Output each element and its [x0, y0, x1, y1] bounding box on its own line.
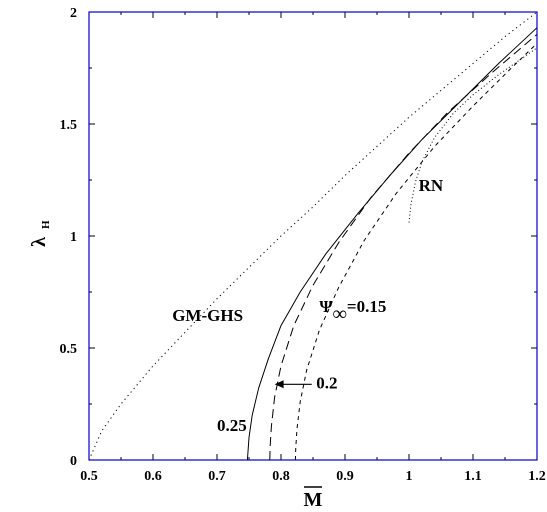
x-tick-label: 0.6	[144, 469, 162, 484]
y-tick-label: 0	[70, 454, 77, 469]
annotation-rn: RN	[419, 176, 444, 195]
annotation-gmghs: GM-GHS	[172, 306, 243, 325]
series-line-0-2	[269, 34, 538, 461]
annot-layer: GM-GHS RN Ψ∞=0.15 0.2 0.25	[172, 176, 444, 435]
series-line-rn	[408, 47, 538, 223]
annotation-a02: 0.2	[316, 373, 337, 392]
y-tick-label: 0.5	[60, 342, 78, 357]
x-tick-label: 0.7	[208, 469, 226, 484]
series-line-gm-ghs	[88, 11, 538, 461]
y-axis-label: λH	[28, 220, 52, 247]
annotation-psi: Ψ∞=0.15	[319, 297, 386, 325]
series-line-0-25	[246, 27, 538, 461]
x-tick-label: 1	[406, 469, 413, 484]
annotation-psi: Ψ	[319, 297, 333, 316]
y-tick-label: 1	[70, 230, 77, 245]
y-tick-label: 1.5	[60, 118, 78, 133]
x-axis-label: M	[304, 489, 323, 511]
y-axis-label-subscript: H	[40, 220, 52, 229]
plot-frame	[88, 11, 538, 461]
x-tick-label: 1.1	[464, 469, 482, 484]
annotation-value: =0.15	[347, 297, 386, 316]
x-tick-label: 0.5	[80, 469, 98, 484]
y-tick-label: 2	[70, 6, 77, 21]
y-axis-label-main: λ	[28, 237, 50, 247]
arrow-head	[274, 380, 284, 389]
series-line-0-15	[294, 42, 538, 461]
x-tick-label: 1.2	[528, 469, 546, 484]
ticks-layer	[88, 11, 538, 461]
series-layer	[88, 11, 538, 461]
annotation-infinity: ∞	[333, 303, 347, 325]
x-tick-label: 0.8	[272, 469, 290, 484]
x-tick-label: 0.9	[336, 469, 354, 484]
annotation-a025: 0.25	[217, 416, 247, 435]
